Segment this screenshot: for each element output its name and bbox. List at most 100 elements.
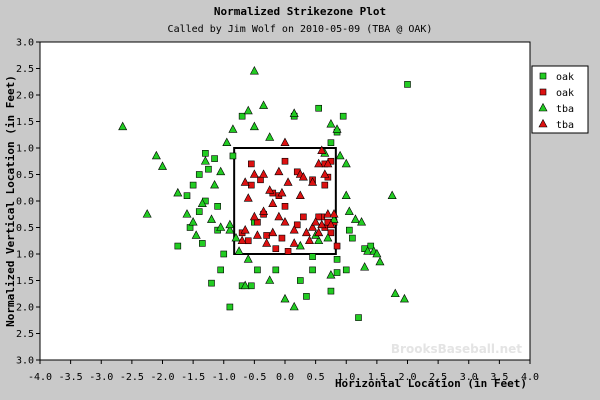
legend-marker <box>539 72 547 80</box>
pitch-point-tba-triangle <box>289 301 299 311</box>
pitch-point-oak-square <box>214 203 221 210</box>
y-tick-label: 2.0 <box>16 303 34 314</box>
pitch-point-oak-square <box>281 157 289 165</box>
x-tick-label: -2.5 <box>120 372 144 383</box>
pitch-point-tba-triangle <box>283 177 293 186</box>
pitch-point-tba-triangle <box>289 108 299 117</box>
pitch-point-oak-square <box>248 160 255 168</box>
pitch-point-tba-triangle <box>158 161 167 170</box>
pitch-point-tba-triangle <box>323 232 333 242</box>
pitch-point-tba-triangle <box>243 254 253 263</box>
pitch-point-oak-square <box>321 181 329 189</box>
y-tick-label: 0.5 <box>16 223 34 234</box>
pitch-point-tba-triangle <box>142 209 152 218</box>
pitch-point-oak-square <box>339 112 347 120</box>
x-tick-label: -1.5 <box>181 372 205 383</box>
pitch-point-tba-triangle <box>216 222 226 231</box>
x-tick-label: 0.5 <box>307 372 325 383</box>
pitch-point-tba-triangle <box>249 211 259 221</box>
legend-marker <box>538 118 548 128</box>
pitch-point-oak-square <box>211 155 218 162</box>
pitch-point-tba-triangle <box>390 288 400 298</box>
pitch-point-tba-triangle <box>277 187 287 197</box>
y-tick-label: 2.5 <box>16 64 34 75</box>
pitch-point-oak-square <box>327 139 335 146</box>
pitch-point-tba-triangle <box>118 121 128 131</box>
pitch-point-oak-square <box>272 245 280 252</box>
pitch-point-tba-triangle <box>265 185 275 194</box>
pitch-point-tba-triangle <box>222 137 232 146</box>
watermark-text: BrooksBaseball.net <box>391 342 522 356</box>
pitch-point-tba-triangle <box>252 230 262 239</box>
legend-label: oak <box>556 88 574 99</box>
pitch-point-oak-square <box>189 181 197 189</box>
pitch-point-tba-triangle <box>329 214 339 223</box>
pitch-point-tba-triangle <box>329 209 339 218</box>
pitch-point-tba-triangle <box>207 214 216 223</box>
pitch-point-oak-square <box>315 213 322 221</box>
y-tick-label: 0.0 <box>16 197 34 208</box>
x-tick-label: -0.5 <box>242 372 266 383</box>
pitch-point-oak-square <box>217 266 224 274</box>
pitch-point-oak-square <box>208 279 215 287</box>
pitch-point-tba-triangle <box>399 293 409 303</box>
pitch-point-oak-square <box>195 171 203 178</box>
pitch-point-tba-triangle <box>228 124 238 133</box>
pitch-point-oak-square <box>333 269 341 276</box>
x-tick-label: 3.0 <box>460 372 478 383</box>
pitch-point-tba-triangle <box>151 150 161 160</box>
pitch-point-oak-square <box>220 250 228 258</box>
y-tick-label: 1.0 <box>16 144 34 155</box>
pitch-point-oak-square <box>333 255 341 263</box>
pitch-point-oak-square <box>284 248 292 255</box>
pitch-point-tba-triangle <box>317 219 327 229</box>
pitch-point-tba-triangle <box>387 190 397 199</box>
pitch-point-oak-square <box>238 112 246 120</box>
pitch-point-tba-triangle <box>243 193 253 202</box>
x-tick-label: -1.0 <box>212 372 236 383</box>
y-tick-label: 1.5 <box>16 276 34 287</box>
pitch-point-oak-square <box>272 266 280 274</box>
pitch-point-tba-triangle <box>280 137 290 146</box>
pitch-point-tba-triangle <box>191 230 201 239</box>
pitch-point-oak-square <box>226 303 234 311</box>
pitch-point-tba-triangle <box>323 158 333 168</box>
pitch-point-tba-triangle <box>305 235 314 245</box>
plot-area <box>39 41 531 361</box>
pitch-point-oak-square <box>248 282 255 290</box>
pitch-point-tba-triangle <box>259 100 269 109</box>
x-tick-label: 1.5 <box>368 372 386 383</box>
pitch-point-tba-triangle <box>335 150 345 160</box>
y-tick-label: 1.5 <box>16 117 34 128</box>
x-tick-label: 4.0 <box>521 372 539 383</box>
pitch-point-tba-triangle <box>360 262 370 271</box>
pitch-point-tba-triangle <box>320 169 330 178</box>
y-tick-label: 2.5 <box>16 329 34 340</box>
y-tick-label: 2.0 <box>16 91 34 102</box>
pitch-point-tba-triangle <box>197 198 207 207</box>
pitch-point-oak-square <box>346 226 353 234</box>
pitch-point-oak-square <box>195 208 203 215</box>
pitch-point-oak-square <box>174 242 182 250</box>
pitch-point-tba-triangle <box>200 156 210 165</box>
x-axis-title: Horizontal Location (in Feet) <box>335 377 527 390</box>
pitch-point-tba-triangle <box>341 190 351 199</box>
pitch-point-tba-triangle <box>237 235 247 245</box>
pitch-point-tba-triangle <box>280 217 290 226</box>
pitch-point-tba-triangle <box>182 209 192 218</box>
legend-label: oak <box>556 72 574 83</box>
pitch-point-tba-triangle <box>231 232 241 242</box>
pitch-point-tba-triangle <box>216 166 226 176</box>
pitch-point-tba-triangle <box>308 177 318 186</box>
legend: oak oak tba tba <box>531 65 589 134</box>
pitch-point-tba-triangle <box>332 124 342 133</box>
y-tick-label: 1.0 <box>16 250 34 261</box>
pitch-point-tba-triangle <box>240 177 250 186</box>
pitch-point-oak-square <box>327 229 335 237</box>
legend-marker <box>539 88 547 96</box>
pitch-point-tba-triangle <box>240 280 250 290</box>
pitch-point-tba-triangle <box>314 227 324 237</box>
x-tick-label: 3.5 <box>490 372 508 383</box>
